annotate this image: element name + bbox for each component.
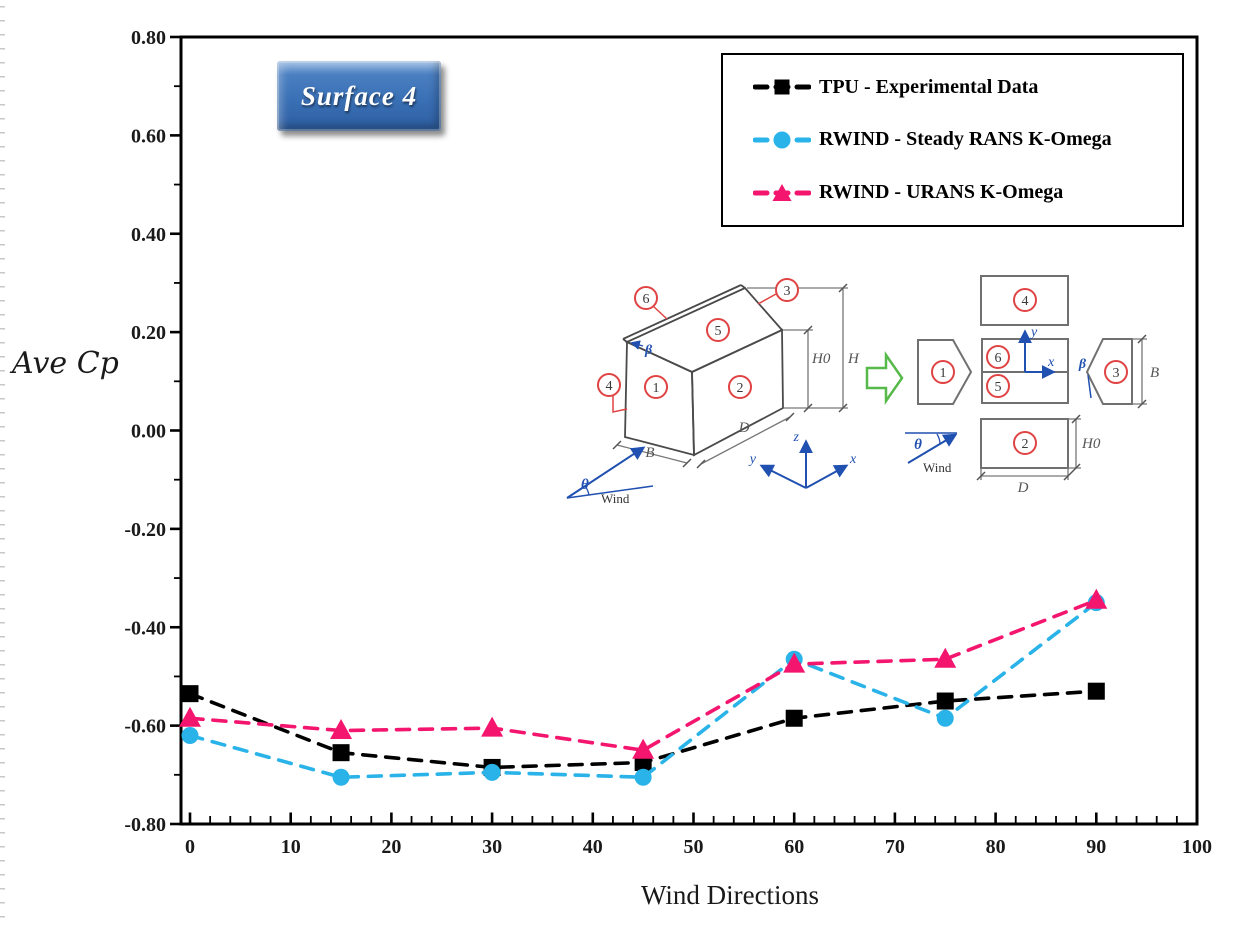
svg-text:10: 10 (281, 836, 301, 858)
beta-label: β (644, 343, 653, 358)
legend-box: TPU - Experimental Data RWIND - Steady R… (721, 53, 1184, 227)
x-axis-ticks: 0 10 20 30 40 50 60 70 80 90 100 (185, 812, 1212, 858)
svg-text:20: 20 (381, 836, 401, 858)
svg-text:60: 60 (784, 836, 804, 858)
house-dimension-lines (612, 283, 848, 469)
house-surface-callouts: 1 2 3 4 5 6 (597, 278, 799, 413)
series-2 (179, 588, 1108, 759)
house-coordinate-triad (759, 439, 849, 489)
dim-label-B: B (645, 445, 654, 461)
unfolded-surface-4: 4 (1022, 294, 1029, 309)
unfolded-dim-H0: H0 (1081, 436, 1101, 452)
unfolded-blue-labels: y x β θ Wind (914, 325, 1087, 475)
unfolded-wind-label: Wind (923, 460, 952, 475)
legend-entry-tpu: TPU - Experimental Data (753, 76, 1176, 99)
house-wind-arrow (566, 340, 654, 499)
unfolded-surface-6: 6 (995, 351, 1002, 366)
dim-label-H0: H0 (811, 351, 831, 367)
legend-entry-steady-rans: RWIND - Steady RANS K-Omega (753, 128, 1176, 151)
unfolded-rect-4 (980, 275, 1069, 326)
svg-text:100: 100 (1182, 836, 1212, 858)
svg-text:40: 40 (583, 836, 603, 858)
svg-text:30: 30 (482, 836, 502, 858)
unfolded-rect-2 (980, 418, 1069, 469)
axis-y-label: y (748, 452, 757, 467)
unfold-arrow-icon (865, 351, 904, 405)
house-ridge-line (622, 284, 746, 343)
theta-label: θ (581, 477, 589, 493)
house-surface-3: 3 (784, 284, 791, 299)
svg-text:0: 0 (185, 836, 195, 858)
svg-text:-0.80: -0.80 (124, 814, 166, 836)
axis-z-label: z (793, 430, 800, 445)
y-axis-title: Ave Cp (12, 346, 119, 381)
house-surface-2: 2 (737, 381, 744, 396)
house-dimension-labels: B D H0 H (645, 351, 860, 461)
svg-text:80: 80 (986, 836, 1006, 858)
svg-text:0.80: 0.80 (131, 27, 166, 49)
legend-entry-urans: RWIND - URANS K-Omega (753, 181, 1176, 204)
house-surface-6: 6 (643, 292, 650, 307)
svg-text:0.20: 0.20 (131, 322, 166, 344)
surface-badge: Surface 4 (277, 61, 441, 131)
unfolded-dim-B: B (1150, 365, 1159, 381)
unfolded-wind-arrow (905, 432, 958, 464)
legend-marker-square (753, 79, 811, 95)
svg-text:-0.60: -0.60 (124, 716, 166, 738)
left-edge-ruler-ticks (0, 6, 5, 926)
house-surface-4: 4 (606, 379, 613, 394)
house-surface-5: 5 (715, 324, 722, 339)
y-axis-ticks: 0.80 0.60 0.40 0.20 0.00 -0.20 -0.40 -0.60 -0.80 (124, 27, 181, 836)
unfolded-axes (1018, 329, 1092, 399)
dim-label-H: H (847, 351, 860, 367)
unfolded-surface-5: 5 (995, 380, 1002, 395)
svg-text:-0.20: -0.20 (124, 519, 166, 541)
legend-label-steady-rans: RWIND - Steady RANS K-Omega (819, 128, 1112, 151)
svg-text:0.00: 0.00 (131, 421, 166, 443)
unfolded-dim-D: D (1017, 480, 1029, 496)
legend-marker-triangle (753, 183, 811, 201)
unfolded-dim-labels: B H0 D (1017, 365, 1160, 496)
legend-marker-circle (753, 131, 811, 149)
unfolded-pentagon-3 (1085, 338, 1133, 405)
svg-text:-0.40: -0.40 (124, 617, 166, 639)
unfolded-axis-x: x (1047, 355, 1055, 370)
series-0 (181, 682, 1105, 776)
unfolded-theta-label: θ (914, 437, 922, 453)
svg-text:0.60: 0.60 (131, 125, 166, 147)
unfolded-dimensions (976, 334, 1147, 481)
house-surface-1: 1 (653, 381, 660, 396)
dim-label-D: D (738, 420, 750, 436)
svg-text:50: 50 (684, 836, 704, 858)
unfolded-beta-label: β (1078, 357, 1087, 372)
svg-text:70: 70 (885, 836, 905, 858)
building-surfaces-diagram: B D H0 H θ Wind β z y x (566, 275, 1160, 506)
axis-x-label: x (849, 452, 857, 467)
x-axis-title: Wind Directions (640, 880, 820, 910)
house-side-face (691, 328, 784, 457)
house-3d-view (622, 284, 784, 457)
unfolded-surface-2: 2 (1022, 437, 1029, 452)
svg-text:90: 90 (1086, 836, 1106, 858)
unfolded-pentagon-1 (917, 339, 973, 405)
legend-label-urans: RWIND - URANS K-Omega (819, 181, 1064, 204)
wind-label: Wind (601, 491, 630, 506)
house-blue-labels: θ Wind β z y x (581, 343, 857, 506)
unfolded-axis-y: y (1029, 325, 1038, 340)
unfolded-surface-3: 3 (1113, 366, 1120, 381)
house-gable-face (624, 340, 695, 457)
unfolded-surface-callouts: 1 2 3 4 5 6 (931, 288, 1128, 455)
legend-label-tpu: TPU - Experimental Data (819, 75, 1039, 98)
unfolded-surface-1: 1 (940, 366, 947, 381)
svg-text:0.40: 0.40 (131, 224, 166, 246)
